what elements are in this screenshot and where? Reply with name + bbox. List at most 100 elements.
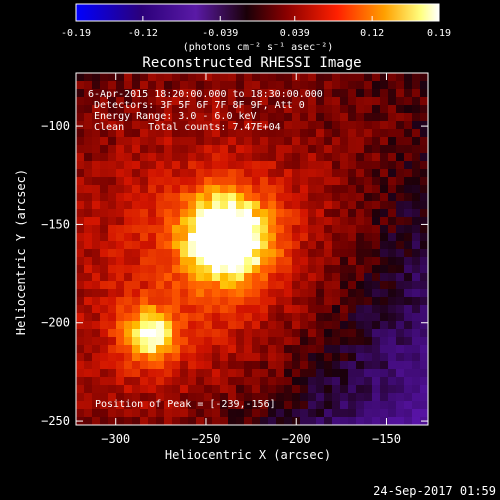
heatmap-cell (404, 129, 413, 138)
heatmap-cell (164, 329, 173, 338)
heatmap-cell (76, 89, 85, 98)
heatmap-cell (244, 161, 253, 170)
heatmap-cell (332, 105, 341, 114)
heatmap-cell (164, 313, 173, 322)
heatmap-cell (188, 345, 197, 354)
heatmap-cell (100, 193, 109, 202)
heatmap-cell (284, 249, 293, 258)
heatmap-cell (316, 129, 325, 138)
heatmap-cell (108, 337, 117, 346)
heatmap-cell (252, 241, 261, 250)
heatmap-cell (364, 305, 373, 314)
heatmap-cell (324, 305, 333, 314)
heatmap-cell (340, 89, 349, 98)
heatmap-cell (332, 313, 341, 322)
heatmap-cell (252, 385, 261, 394)
colorbar-tick-label: -0.12 (128, 28, 158, 39)
heatmap-cell (372, 129, 381, 138)
heatmap-cell (276, 209, 285, 218)
heatmap-cell (196, 289, 205, 298)
heatmap-cell (420, 345, 428, 354)
heatmap-cell (316, 209, 325, 218)
heatmap-cell (284, 145, 293, 154)
heatmap-cell (420, 337, 428, 346)
heatmap-cell (380, 377, 389, 386)
heatmap-cell (372, 257, 381, 266)
heatmap-cell (188, 377, 197, 386)
heatmap-cell (380, 337, 389, 346)
heatmap-cell (412, 73, 421, 82)
heatmap-cell (212, 201, 221, 210)
heatmap-cell (356, 209, 365, 218)
heatmap-cell (284, 385, 293, 394)
heatmap-cell (116, 313, 125, 322)
heatmap-cell (92, 321, 101, 330)
heatmap-cell (300, 361, 309, 370)
heatmap-cell (76, 161, 85, 170)
heatmap-cell (420, 81, 428, 90)
heatmap-cell (356, 137, 365, 146)
heatmap-cell (292, 161, 301, 170)
heatmap-cell (380, 297, 389, 306)
heatmap-cell (396, 385, 405, 394)
heatmap-cell (388, 161, 397, 170)
heatmap-cell (276, 137, 285, 146)
heatmap-cell (324, 209, 333, 218)
heatmap-cell (420, 305, 428, 314)
heatmap-cell (124, 169, 133, 178)
heatmap-cell (388, 233, 397, 242)
heatmap-cell (292, 153, 301, 162)
heatmap-cell (188, 265, 197, 274)
heatmap-cell (332, 161, 341, 170)
heatmap-cell (284, 89, 293, 98)
heatmap-cell (372, 321, 381, 330)
heatmap-cell (292, 113, 301, 122)
heatmap-cell (156, 313, 165, 322)
heatmap-cell (92, 297, 101, 306)
heatmap-cell (236, 329, 245, 338)
heatmap-cell (148, 321, 157, 330)
heatmap-cell (364, 273, 373, 282)
heatmap-cell (100, 225, 109, 234)
heatmap-cell (252, 393, 261, 402)
heatmap-cell (124, 233, 133, 242)
heatmap-cell (308, 193, 317, 202)
colorbar-tick-label: -0.039 (202, 28, 238, 39)
heatmap-cell (396, 121, 405, 130)
heatmap-cell (348, 145, 357, 154)
heatmap-cell (252, 249, 261, 258)
heatmap-cell (356, 233, 365, 242)
heatmap-cell (356, 329, 365, 338)
heatmap-cell (228, 305, 237, 314)
heatmap-cell (388, 177, 397, 186)
heatmap-cell (332, 193, 341, 202)
heatmap-cell (84, 305, 93, 314)
heatmap-cell (108, 169, 117, 178)
heatmap-cell (164, 385, 173, 394)
heatmap-cell (332, 257, 341, 266)
heatmap-cell (372, 249, 381, 258)
heatmap-cell (156, 409, 165, 418)
heatmap-cell (204, 233, 213, 242)
heatmap-cell (356, 113, 365, 122)
heatmap-cell (124, 305, 133, 314)
heatmap-cell (284, 329, 293, 338)
y-tick-label: −200 (41, 316, 70, 330)
heatmap-cell (404, 121, 413, 130)
heatmap-cell (260, 289, 269, 298)
heatmap-cell (420, 257, 428, 266)
heatmap-cell (76, 137, 85, 146)
heatmap-cell (332, 81, 341, 90)
heatmap-cell (140, 305, 149, 314)
heatmap-cell (132, 345, 141, 354)
heatmap-cell (284, 393, 293, 402)
heatmap-cell (308, 385, 317, 394)
heatmap-cell (276, 241, 285, 250)
heatmap-cell (164, 129, 173, 138)
heatmap-cell (284, 233, 293, 242)
heatmap-cell (308, 225, 317, 234)
heatmap-cell (236, 89, 245, 98)
heatmap-cell (212, 97, 221, 106)
heatmap-cell (308, 97, 317, 106)
heatmap-cell (404, 289, 413, 298)
